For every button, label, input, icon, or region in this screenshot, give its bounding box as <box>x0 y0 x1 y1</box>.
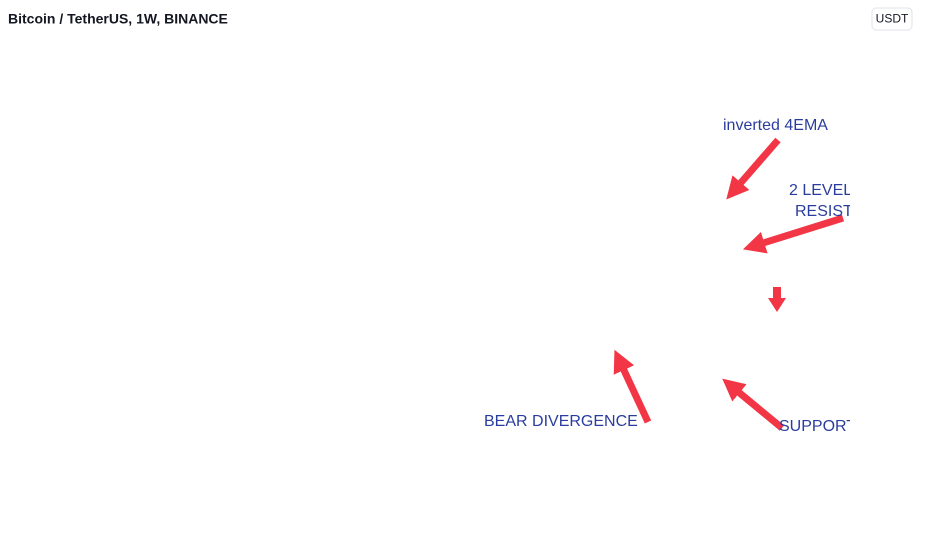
annotation: inverted 4EMA <box>723 117 828 134</box>
currency-button[interactable] <box>871 7 913 31</box>
currency[interactable]: USDT <box>876 12 909 26</box>
chart-title: Bitcoin / TetherUS, 1W, BINANCE <box>8 11 228 27</box>
plot-area: inverted 4EMA 2 LEVEL RESISTA BEAR DIVER… <box>484 117 863 435</box>
annotation: SUPPORT <box>779 418 856 435</box>
annotation: BEAR DIVERGENCE <box>484 413 638 430</box>
down-arrow <box>768 287 786 312</box>
annotation: 2 LEVEL <box>789 182 852 199</box>
price-axis <box>850 0 932 550</box>
arrow <box>613 349 652 424</box>
annotation: RESISTA <box>795 203 863 220</box>
arrow <box>722 378 785 431</box>
annotations: inverted 4EMA 2 LEVEL RESISTA BEAR DIVER… <box>484 117 863 435</box>
arrow <box>726 137 781 200</box>
arrow <box>742 214 845 254</box>
